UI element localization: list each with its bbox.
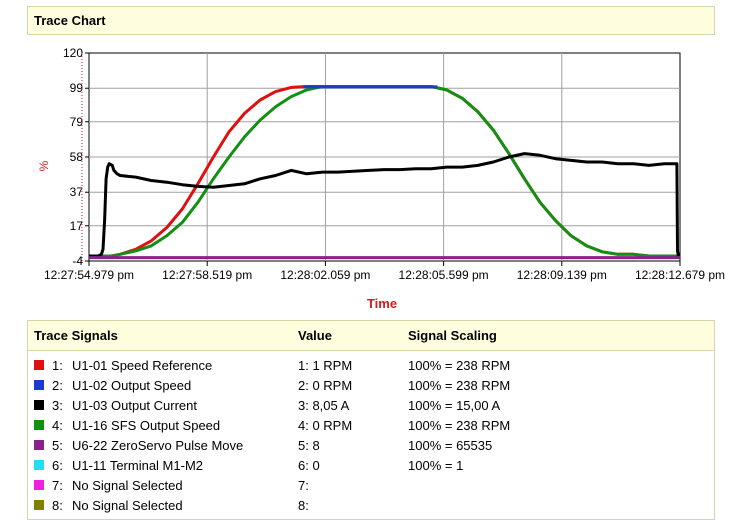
x-tick-label: 12:28:09.139 pm <box>517 268 607 282</box>
signal-index: 3: <box>52 398 63 413</box>
signal-name: U1-11 Terminal M1-M2 <box>72 458 204 473</box>
signal-name: U1-01 Speed Reference <box>72 358 213 373</box>
signal-value: 8: <box>298 498 309 513</box>
signal-value: 3: 8,05 A <box>298 398 350 413</box>
signal-scaling: 100% = 15,00 A <box>408 398 501 413</box>
signal-scaling: 100% = 238 RPM <box>408 358 511 373</box>
signal-value: 6: 0 <box>298 458 320 473</box>
signal-scaling: 100% = 238 RPM <box>408 378 511 393</box>
x-tick-label: 12:27:58.519 pm <box>162 268 252 282</box>
signal-row[interactable]: 2: U1-02 Output Speed 2: 0 RPM 100% = 238 R… <box>28 376 714 396</box>
signal-row[interactable]: 6: U1-11 Terminal M1-M2 6: 0 100% = 1 <box>28 456 714 476</box>
trace-chart-title: Trace Chart <box>34 13 106 28</box>
signal-row[interactable]: 5: U6-22 ZeroServo Pulse Move 5: 8 100% = 6… <box>28 436 714 456</box>
y-tick-label: 17 <box>70 219 84 233</box>
signal-row[interactable]: 8: No Signal Selected 8: <box>28 496 714 516</box>
signal-color-swatch <box>34 460 44 470</box>
signal-row[interactable]: 7: No Signal Selected 7: <box>28 476 714 496</box>
signal-color-swatch <box>34 480 44 490</box>
grid <box>89 53 680 261</box>
signal-name: No Signal Selected <box>72 498 183 513</box>
signal-index: 8: <box>52 498 63 513</box>
signal-name: No Signal Selected <box>72 478 183 493</box>
y-tick-label: 37 <box>70 185 84 199</box>
signals-column-name: Trace Signals <box>34 328 118 343</box>
signal-scaling: 100% = 238 RPM <box>408 418 511 433</box>
x-tick-label: 12:27:54.979 pm <box>44 268 134 282</box>
signal-value: 2: 0 RPM <box>298 378 353 393</box>
x-axis-ticks: 12:27:54.979 pm 12:27:58.519 pm 12:28:02.0… <box>44 261 725 282</box>
signal-name: U1-16 SFS Output Speed <box>72 418 221 433</box>
signal-color-swatch <box>34 380 44 390</box>
signal-color-swatch <box>34 360 44 370</box>
trace-chart[interactable]: 120 99 79 58 37 17 -4 12:27:54.979 pm 12:27:58.… <box>0 38 742 318</box>
signal-scaling: 100% = 65535 <box>408 438 493 453</box>
signal-index: 7: <box>52 478 63 493</box>
x-tick-label: 12:28:02.059 pm <box>280 268 370 282</box>
signal-row[interactable]: 1: U1-01 Speed Reference 1: 1 RPM 100% = 23… <box>28 356 714 376</box>
signal-index: 2: <box>52 378 63 393</box>
signals-column-value: Value <box>298 328 332 343</box>
signal-row[interactable]: 3: U1-03 Output Current 3: 8,05 A 100% = 15… <box>28 396 714 416</box>
signal-color-swatch <box>34 500 44 510</box>
signal-value: 7: <box>298 478 309 493</box>
signal-scaling: 100% = 1 <box>408 458 464 473</box>
signal-color-swatch <box>34 440 44 450</box>
y-tick-label: -4 <box>72 254 83 268</box>
y-axis-ticks: 120 99 79 58 37 17 -4 <box>63 46 89 268</box>
trace-signals-header: Trace Signals Value Signal Scaling <box>28 321 714 351</box>
signal-value: 4: 0 RPM <box>298 418 353 433</box>
signal-index: 4: <box>52 418 63 433</box>
series-layer <box>89 85 680 260</box>
trace-signals-panel: Trace Signals Value Signal Scaling 1: U1-… <box>27 320 715 520</box>
signal-value: 5: 8 <box>298 438 320 453</box>
signal-name: U6-22 ZeroServo Pulse Move <box>72 438 244 453</box>
signal-index: 5: <box>52 438 63 453</box>
series-line-2 <box>89 152 680 258</box>
x-axis-label: Time <box>367 296 397 311</box>
x-tick-label: 12:28:12.679 pm <box>635 268 725 282</box>
signal-index: 6: <box>52 458 63 473</box>
signal-color-swatch <box>34 420 44 430</box>
y-tick-label: 99 <box>70 81 84 95</box>
signal-name: U1-02 Output Speed <box>72 378 192 393</box>
y-tick-label: 120 <box>63 46 83 60</box>
signal-value: 1: 1 RPM <box>298 358 353 373</box>
signal-color-swatch <box>34 400 44 410</box>
signals-column-scaling: Signal Scaling <box>408 328 497 343</box>
trace-chart-header: Trace Chart <box>27 6 715 35</box>
y-tick-label: 58 <box>70 150 84 164</box>
y-axis-label: % <box>37 160 51 171</box>
signal-index: 1: <box>52 358 63 373</box>
x-tick-label: 12:28:05.599 pm <box>399 268 489 282</box>
y-tick-label: 79 <box>70 115 84 129</box>
signal-row[interactable]: 4: U1-16 SFS Output Speed 4: 0 RPM 100% = 2… <box>28 416 714 436</box>
signal-name: U1-03 Output Current <box>72 398 198 413</box>
